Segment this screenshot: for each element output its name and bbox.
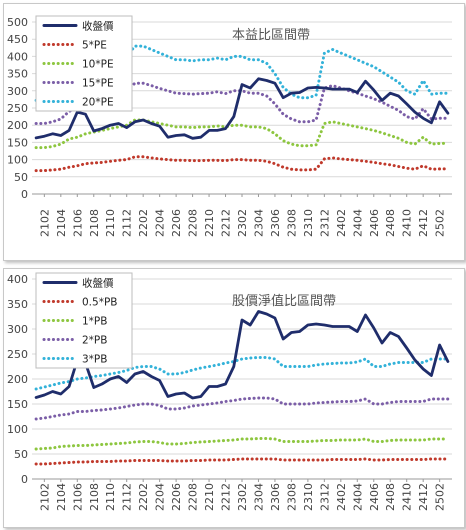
pe-y-tick-label: 400 [7, 50, 28, 63]
pb-x-tick-label: 2110 [104, 483, 117, 511]
pb-x-tick-label: 2210 [203, 483, 216, 511]
pb-y-tick-label: 100 [7, 423, 28, 436]
pb-x-tick-label: 2112 [121, 483, 134, 511]
pb-y-tick-label: 300 [7, 323, 28, 336]
pb-legend-label: 收盤價 [82, 277, 114, 290]
pb-x-tick-label: 2408 [384, 483, 397, 511]
pe-y-tick-label: 350 [7, 68, 28, 81]
pe-legend-label: 10*PE [82, 59, 114, 71]
pb-x-tick-label: 2202 [137, 483, 150, 511]
pb-x-tick-label: 2302 [236, 483, 249, 511]
pb-x-tick-label: 2502 [434, 483, 447, 511]
pb-series-line-4 [34, 356, 450, 391]
pe-legend-label: 收盤價 [82, 20, 114, 33]
pe-y-tick-label: 0 [21, 188, 28, 201]
pe-legend-label: 5*PE [82, 40, 107, 52]
pe-x-tick-label: 2410 [401, 209, 414, 237]
pb-x-tick-label: 2410 [401, 483, 414, 511]
pb-x-tick-label: 2406 [368, 483, 381, 511]
pb-legend-label: 0.5*PB [82, 297, 117, 309]
pb-series-line-1 [34, 457, 450, 466]
pb-legend-label: 2*PB [82, 335, 107, 347]
pe-x-tick-label: 2102 [38, 209, 51, 237]
pb-x-tick-label: 2206 [170, 483, 183, 511]
pe-x-tick-label: 2312 [318, 209, 331, 237]
pb-x-tick-label: 2204 [154, 483, 167, 511]
pb-x-tick-label: 2104 [55, 483, 68, 511]
pb-x-tick-label: 2404 [351, 483, 364, 511]
pb-legend-label: 1*PB [82, 316, 107, 328]
pe-legend-label: 15*PE [82, 78, 114, 90]
pe-series-line-1 [34, 155, 450, 173]
pe-x-tick-label: 2310 [302, 209, 315, 237]
pb-legend-label: 3*PB [82, 354, 107, 366]
pe-y-tick-label: 150 [7, 136, 28, 149]
pe-x-tick-label: 2412 [417, 209, 430, 237]
pe-x-tick-label: 2408 [384, 209, 397, 237]
pe-x-tick-label: 2304 [252, 209, 265, 237]
pe-x-tick-label: 2204 [154, 209, 167, 237]
pb-y-tick-label: 350 [7, 298, 28, 311]
pe-y-tick-label: 300 [7, 85, 28, 98]
pb-x-tick-label: 2308 [285, 483, 298, 511]
pb-x-tick-label: 2106 [71, 483, 84, 511]
pe-y-tick-label: 50 [14, 171, 28, 184]
pb-y-tick-label: 200 [7, 373, 28, 386]
pe-x-tick-label: 2306 [269, 209, 282, 237]
pe-x-tick-label: 2108 [88, 209, 101, 237]
pe-x-tick-label: 2104 [55, 209, 68, 237]
pb-x-tick-label: 2304 [252, 483, 265, 511]
pb-series-line-2 [34, 437, 450, 451]
pb-x-tick-label: 2208 [187, 483, 200, 511]
pb-x-tick-label: 2402 [335, 483, 348, 511]
pe-y-tick-label: 100 [7, 154, 28, 167]
pe-y-tick-label: 250 [7, 102, 28, 115]
pe-series-line-2 [34, 118, 450, 150]
pe-x-tick-label: 2206 [170, 209, 183, 237]
pb-x-tick-label: 2312 [318, 483, 331, 511]
pe-x-tick-label: 2308 [285, 209, 298, 237]
pb-y-tick-label: 400 [7, 273, 28, 286]
pe-x-tick-label: 2502 [434, 209, 447, 237]
pe-x-tick-label: 2402 [335, 209, 348, 237]
pb-x-tick-label: 2412 [417, 483, 430, 511]
pe-y-tick-label: 450 [7, 33, 28, 46]
pb-y-tick-label: 0 [21, 473, 28, 486]
pb-y-tick-label: 250 [7, 348, 28, 361]
pe-y-tick-label: 200 [7, 119, 28, 132]
pb-series-line-0 [34, 310, 450, 400]
pb-x-tick-label: 2108 [88, 483, 101, 511]
pb-band-chart: 0 50 100 150 200 250 300 350 400 2102 2104 2106 2108… [7, 272, 452, 511]
pb-chart-title: 股價淨值比區間帶 [232, 293, 336, 309]
pb-band-chart-panel: 0 50 100 150 200 250 300 350 400 2102 2104 2106 2108… [3, 268, 465, 528]
pe-x-tick-label: 2302 [236, 209, 249, 237]
pe-x-tick-label: 2406 [368, 209, 381, 237]
pe-x-tick-label: 2202 [137, 209, 150, 237]
pe-band-chart-panel: 0 50 100 150 200 250 300 350 400 450 500 2102 2104 21… [3, 3, 465, 261]
pe-legend-label: 20*PE [82, 97, 114, 109]
pe-x-tick-label: 2212 [220, 209, 233, 237]
pe-series-line-0 [34, 77, 450, 140]
pe-x-tick-label: 2404 [351, 209, 364, 237]
pe-x-tick-label: 2110 [104, 209, 117, 237]
pe-y-tick-label: 500 [7, 16, 28, 29]
pb-x-tick-label: 2306 [269, 483, 282, 511]
pe-x-tick-label: 2112 [121, 209, 134, 237]
pe-x-tick-label: 2210 [203, 209, 216, 237]
pe-x-tick-label: 2106 [71, 209, 84, 237]
pb-y-tick-label: 150 [7, 398, 28, 411]
pb-x-tick-label: 2102 [38, 483, 51, 511]
pe-chart-title: 本益比區間帶 [232, 28, 310, 43]
pe-x-tick-label: 2208 [187, 209, 200, 237]
pb-y-tick-label: 50 [14, 448, 28, 461]
pb-x-tick-label: 2212 [220, 483, 233, 511]
pb-series-line-3 [34, 396, 450, 421]
pb-x-tick-label: 2310 [302, 483, 315, 511]
